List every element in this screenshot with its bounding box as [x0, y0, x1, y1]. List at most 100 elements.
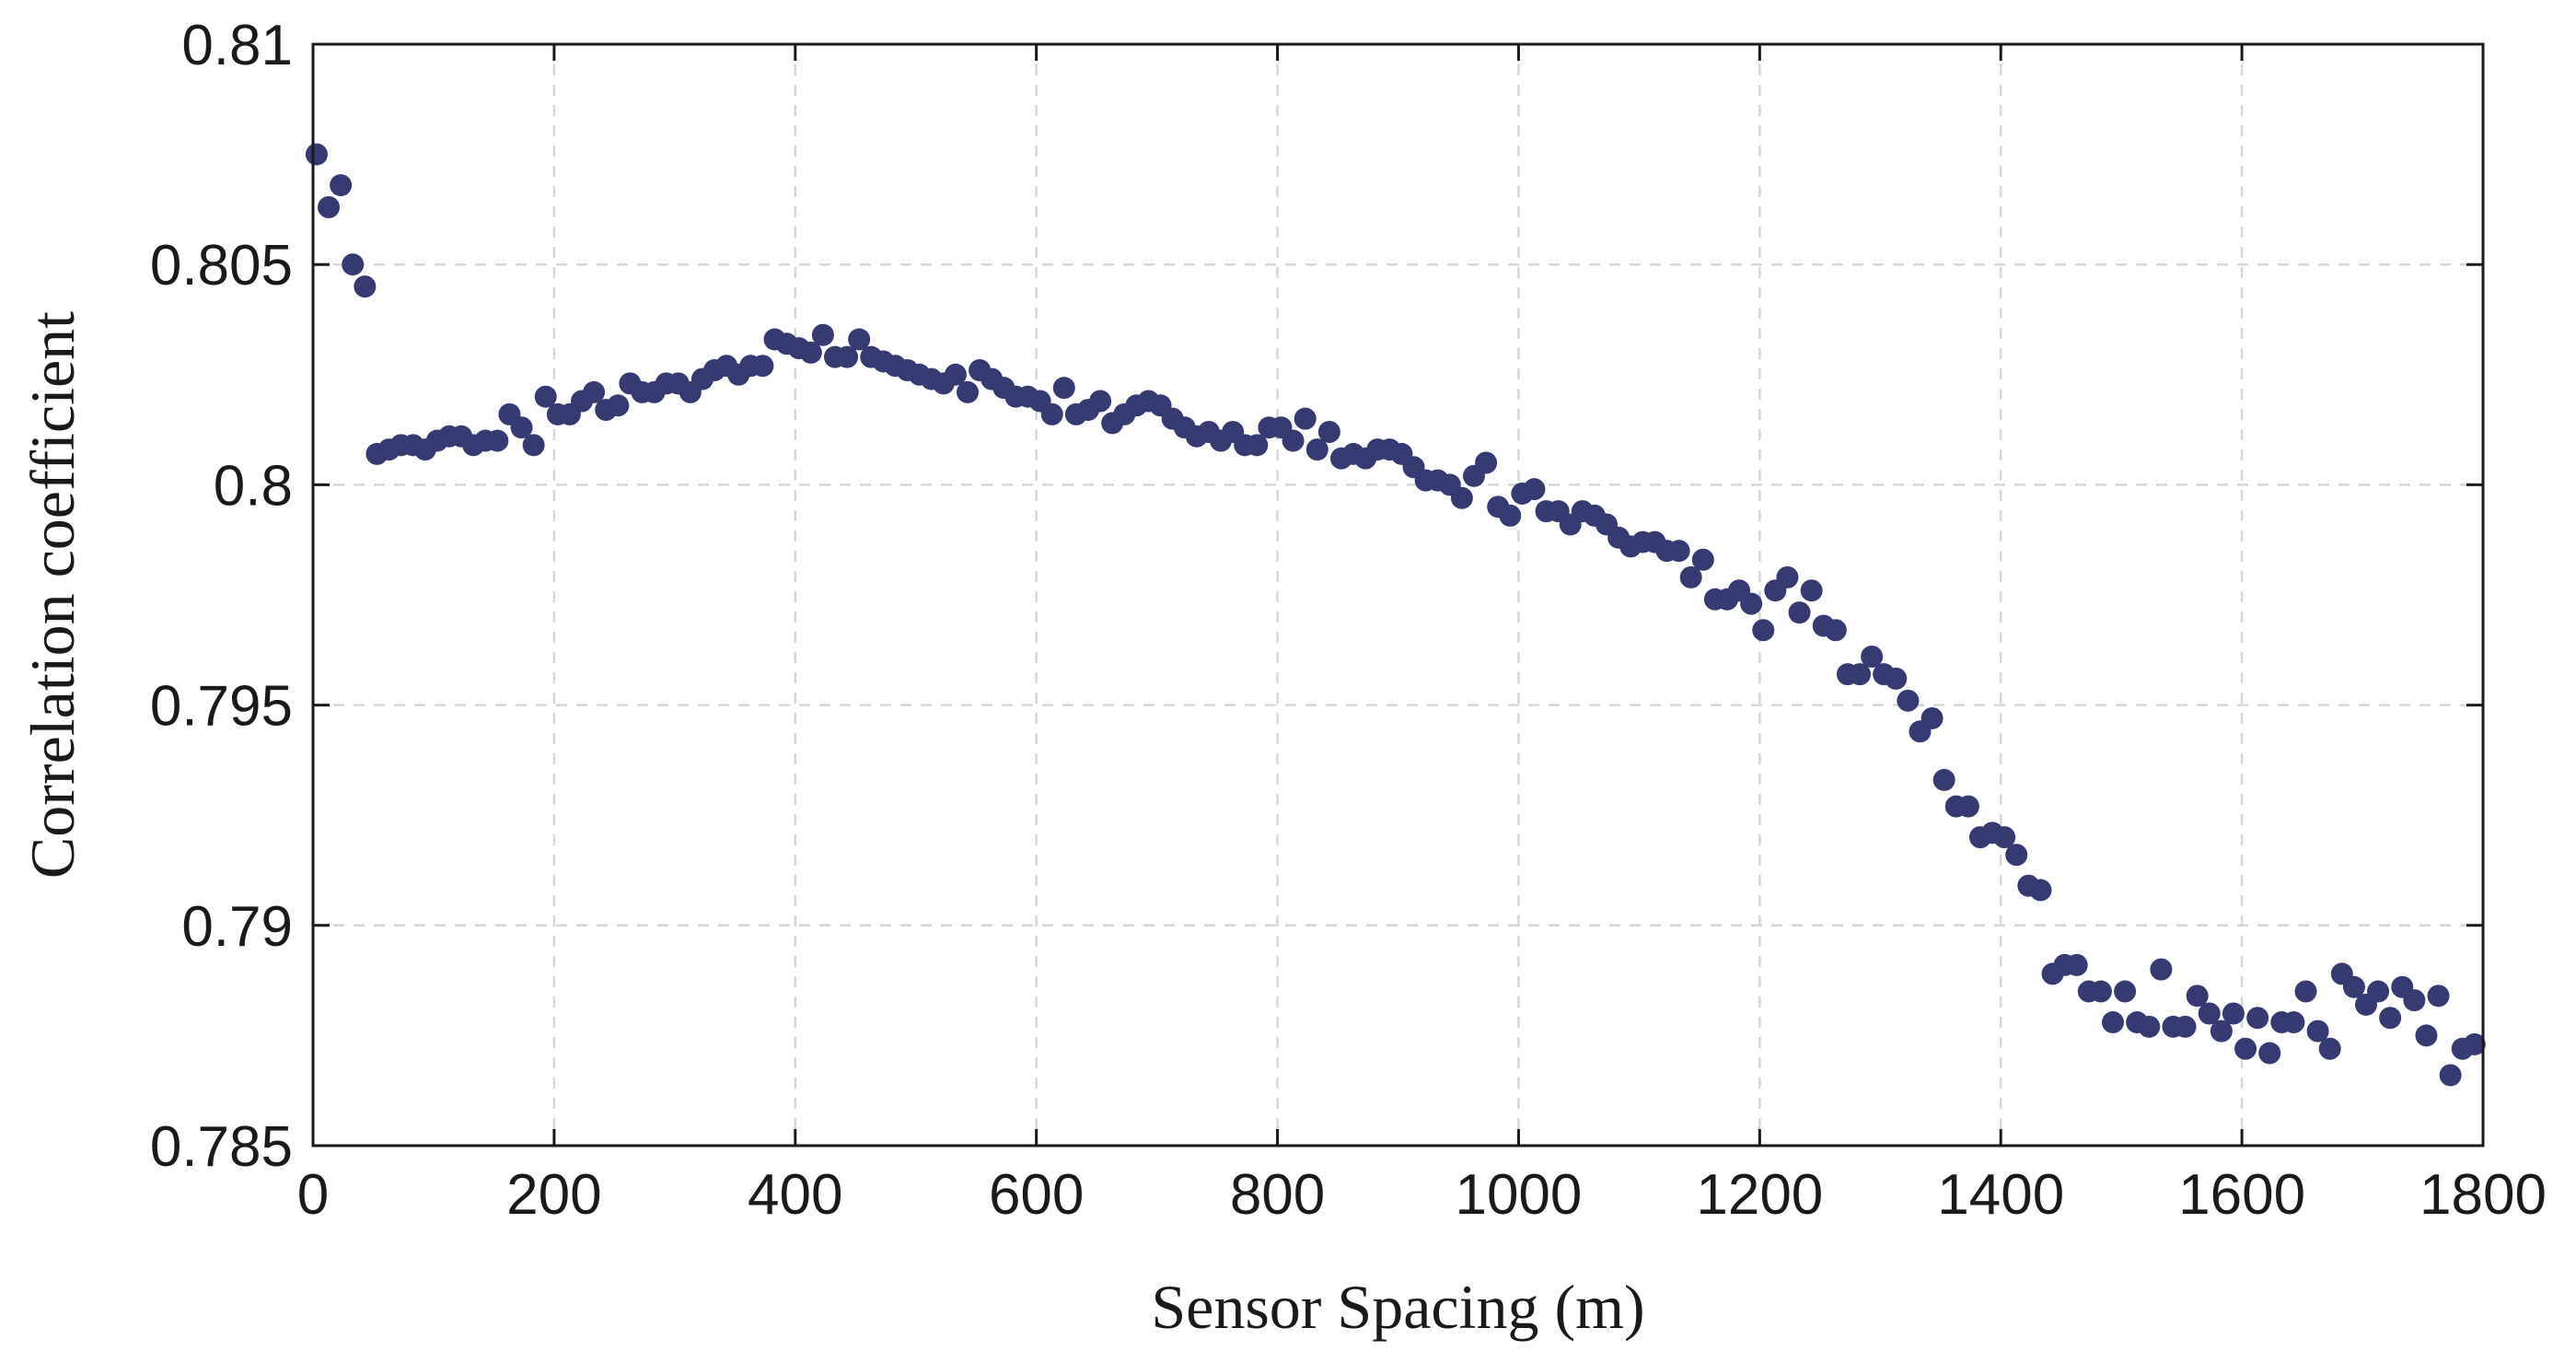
data-point: [2294, 980, 2317, 1003]
tick-marks: [311, 42, 2485, 1147]
y-tick-label: 0.81: [181, 14, 293, 77]
data-point: [2306, 1019, 2329, 1043]
data-point: [2282, 1011, 2305, 1034]
y-tick-label: 0.795: [150, 675, 293, 739]
x-tick-label: 1800: [2419, 1163, 2547, 1227]
data-point: [836, 345, 859, 368]
data-point: [1246, 434, 1269, 457]
data-point: [1679, 565, 1702, 588]
data-point: [2065, 953, 2088, 976]
data-point: [2246, 1007, 2269, 1030]
data-point: [1691, 548, 1714, 571]
data-point: [2427, 984, 2450, 1008]
x-tick-label: 600: [989, 1163, 1084, 1227]
data-point: [1956, 795, 1979, 818]
x-tick-label: 1400: [1937, 1163, 2064, 1227]
data-point: [1294, 407, 1317, 430]
y-tick-label: 0.805: [150, 234, 293, 297]
data-point: [1861, 645, 1884, 668]
data-point: [2150, 958, 2173, 981]
data-point: [2174, 1015, 2197, 1038]
y-tick-label: 0.79: [181, 895, 293, 959]
x-tick-label: 1200: [1696, 1163, 1823, 1227]
data-point: [2138, 1015, 2161, 1038]
data-point: [1993, 826, 2016, 849]
data-point: [1824, 619, 1847, 642]
data-point: [2114, 980, 2137, 1003]
data-point: [1499, 504, 1522, 527]
data-point: [1932, 768, 1955, 791]
data-point: [2198, 1002, 2221, 1025]
data-point: [848, 328, 871, 351]
data-point: [1667, 540, 1690, 563]
y-tick-labels: 0.785 0.79 0.795 0.8 0.805 0.81: [150, 14, 293, 1179]
plot-frame: [311, 42, 2485, 1147]
x-tick-label: 0: [297, 1163, 329, 1227]
data-point: [510, 416, 533, 439]
data-point: [811, 323, 834, 346]
data-point: [607, 394, 630, 417]
data-point: [957, 380, 980, 403]
data-point: [1752, 619, 1775, 642]
data-point: [330, 174, 353, 197]
y-tick-label: 0.8: [214, 454, 293, 518]
data-point: [2463, 1032, 2486, 1055]
y-axis-label: Correlation coefficient: [17, 311, 87, 879]
data-point: [583, 380, 606, 403]
x-tick-label: 800: [1230, 1163, 1325, 1227]
data-point: [1885, 667, 1908, 690]
data-point: [2089, 980, 2112, 1003]
x-tick-labels: 0 200 400 600 800 1000 1200 1400 1600 1800: [297, 1163, 2547, 1227]
data-point: [2029, 879, 2052, 902]
data-point: [305, 143, 328, 166]
data-point: [2102, 1011, 2125, 1034]
data-points: [305, 143, 2486, 1087]
data-point: [1800, 579, 1823, 602]
data-point: [1849, 663, 1872, 686]
data-point: [1089, 390, 1112, 413]
data-point: [2318, 1037, 2341, 1060]
data-point: [2258, 1042, 2281, 1065]
data-point: [1040, 402, 1063, 425]
data-point: [1740, 592, 1763, 615]
data-point: [1317, 420, 1340, 443]
data-point: [1450, 486, 1473, 509]
data-point: [2403, 989, 2426, 1012]
data-point: [1475, 451, 1498, 474]
x-tick-label: 1600: [2178, 1163, 2305, 1227]
y-tick-label: 0.785: [150, 1115, 293, 1179]
data-point: [1920, 706, 1944, 729]
x-tick-label: 400: [748, 1163, 842, 1227]
data-point: [2186, 984, 2209, 1008]
data-point: [2415, 1024, 2438, 1047]
data-point: [799, 341, 822, 364]
data-point: [1305, 438, 1329, 461]
data-point: [751, 355, 774, 378]
x-tick-label: 1000: [1455, 1163, 1582, 1227]
data-point: [354, 275, 377, 298]
x-axis-label: Sensor Spacing (m): [1151, 1272, 1644, 1342]
data-point: [2379, 1007, 2402, 1030]
data-point: [2222, 1002, 2245, 1025]
data-point: [318, 196, 341, 219]
data-point: [2367, 980, 2390, 1003]
data-point: [2439, 1064, 2462, 1087]
data-point: [1788, 601, 1811, 624]
data-point: [486, 429, 509, 452]
data-point: [944, 363, 967, 386]
data-point: [342, 253, 365, 276]
grid-lines: [313, 44, 2483, 1146]
data-point: [2234, 1037, 2257, 1060]
data-point: [1052, 377, 1075, 400]
data-point: [1282, 429, 1305, 452]
data-point: [534, 385, 557, 408]
x-tick-label: 200: [506, 1163, 601, 1227]
data-point: [522, 434, 545, 457]
data-point: [1897, 689, 1920, 712]
data-point: [2342, 975, 2365, 998]
data-point: [2005, 844, 2028, 867]
data-point: [1776, 565, 1799, 588]
data-point: [2210, 1019, 2233, 1043]
